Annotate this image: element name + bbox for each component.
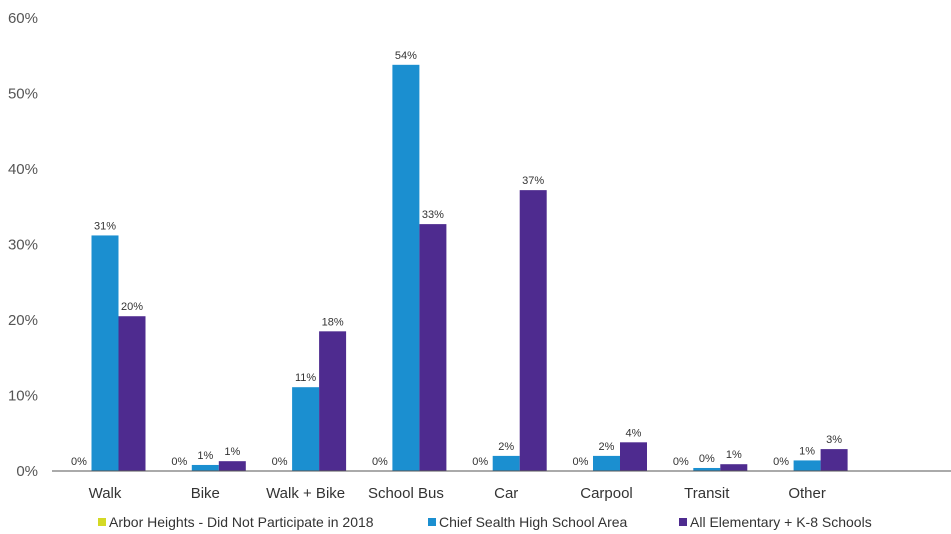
- x-tick-label: Other: [788, 485, 826, 502]
- bar: [292, 387, 320, 471]
- bar: [492, 455, 520, 471]
- data-label: 3%: [826, 434, 842, 446]
- y-tick-label: 30%: [8, 237, 38, 254]
- x-tick-label: Walk: [89, 485, 122, 502]
- legend-swatch: [679, 518, 687, 526]
- bar: [118, 316, 146, 471]
- bar: [593, 455, 620, 471]
- data-label: 11%: [295, 372, 316, 384]
- data-label: 20%: [121, 301, 143, 313]
- data-label: 0%: [372, 456, 388, 468]
- data-labels: 0% 31% 20% 0% 1% 1% 0% 11% 18% 0% 54% 33% 0% 2% 37% 0% 2…: [71, 50, 842, 468]
- data-label: 33%: [422, 209, 444, 221]
- data-label: 0%: [171, 456, 187, 468]
- data-label: 1%: [799, 445, 815, 457]
- bar: [519, 190, 547, 471]
- data-label: 1%: [726, 449, 742, 461]
- y-tick-label: 0%: [16, 463, 38, 480]
- data-label: 1%: [197, 450, 213, 462]
- legend-swatch: [428, 518, 436, 526]
- bars: [91, 64, 848, 471]
- data-label: 0%: [673, 456, 689, 468]
- legend-label: Chief Sealth High School Area: [439, 514, 628, 530]
- data-label: 0%: [71, 456, 87, 468]
- data-label: 54%: [395, 50, 417, 62]
- data-label: 0%: [699, 453, 715, 465]
- x-tick-label: Bike: [191, 485, 220, 502]
- bar: [620, 442, 647, 471]
- x-tick-label: Carpool: [580, 485, 633, 502]
- data-label: 31%: [94, 220, 116, 232]
- y-tick-label: 50%: [8, 86, 38, 103]
- data-label: 18%: [322, 316, 344, 328]
- y-tick-label: 60%: [8, 10, 38, 27]
- bar: [820, 449, 848, 471]
- legend-label: All Elementary + K-8 Schools: [690, 514, 872, 530]
- bar: [191, 464, 219, 471]
- bar: [720, 464, 748, 471]
- bar: [319, 331, 347, 471]
- bar: [419, 224, 447, 471]
- y-tick-label: 20%: [8, 312, 38, 329]
- data-label: 0%: [773, 456, 789, 468]
- data-label: 2%: [498, 441, 514, 453]
- x-tick-label: Transit: [684, 485, 730, 502]
- bar: [91, 235, 119, 471]
- y-axis: 0% 10% 20% 30% 40% 50% 60%: [8, 10, 38, 480]
- bar: [693, 467, 721, 471]
- data-label: 0%: [472, 456, 488, 468]
- data-label: 4%: [626, 427, 642, 439]
- legend-swatch: [98, 518, 106, 526]
- y-tick-label: 10%: [8, 388, 38, 405]
- x-axis: Walk Bike Walk + Bike School Bus Car Carpool T…: [89, 485, 826, 502]
- data-label: 0%: [272, 456, 288, 468]
- legend: Arbor Heights - Did Not Participate in 2…: [98, 514, 872, 530]
- x-tick-label: Walk + Bike: [266, 485, 345, 502]
- data-label: 37%: [522, 175, 544, 187]
- data-label: 1%: [224, 446, 240, 458]
- data-label: 2%: [599, 441, 615, 453]
- legend-label: Arbor Heights - Did Not Participate in 2…: [109, 514, 374, 530]
- bar: [793, 460, 821, 471]
- data-label: 0%: [573, 456, 589, 468]
- x-tick-label: School Bus: [368, 485, 444, 502]
- bar: [392, 64, 420, 471]
- x-tick-label: Car: [494, 485, 518, 502]
- y-tick-label: 40%: [8, 161, 38, 178]
- bar: [218, 461, 246, 471]
